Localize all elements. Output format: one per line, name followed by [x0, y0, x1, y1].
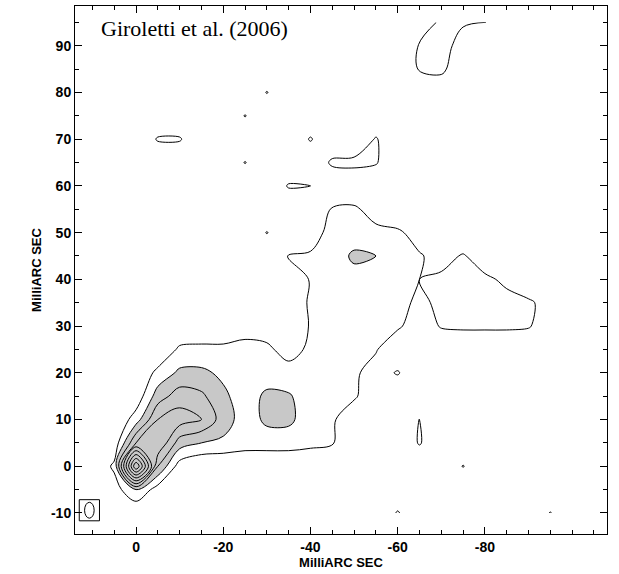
svg-text:70: 70 [56, 131, 72, 147]
svg-text:-20: -20 [213, 539, 233, 555]
svg-text:90: 90 [56, 38, 72, 54]
svg-text:-80: -80 [475, 539, 495, 555]
svg-text:50: 50 [56, 225, 72, 241]
svg-text:MilliARC SEC: MilliARC SEC [29, 228, 44, 312]
svg-text:0: 0 [132, 539, 140, 555]
svg-text:MilliARC SEC: MilliARC SEC [299, 555, 383, 570]
svg-text:-10: -10 [51, 505, 71, 521]
svg-text:40: 40 [56, 271, 72, 287]
svg-text:0: 0 [63, 458, 71, 474]
svg-text:20: 20 [56, 365, 72, 381]
svg-text:60: 60 [56, 178, 72, 194]
svg-text:-40: -40 [300, 539, 320, 555]
svg-text:10: 10 [56, 411, 72, 427]
svg-text:Giroletti et al. (2006): Giroletti et al. (2006) [101, 16, 288, 41]
svg-text:80: 80 [56, 84, 72, 100]
svg-text:-60: -60 [388, 539, 408, 555]
svg-text:30: 30 [56, 318, 72, 334]
